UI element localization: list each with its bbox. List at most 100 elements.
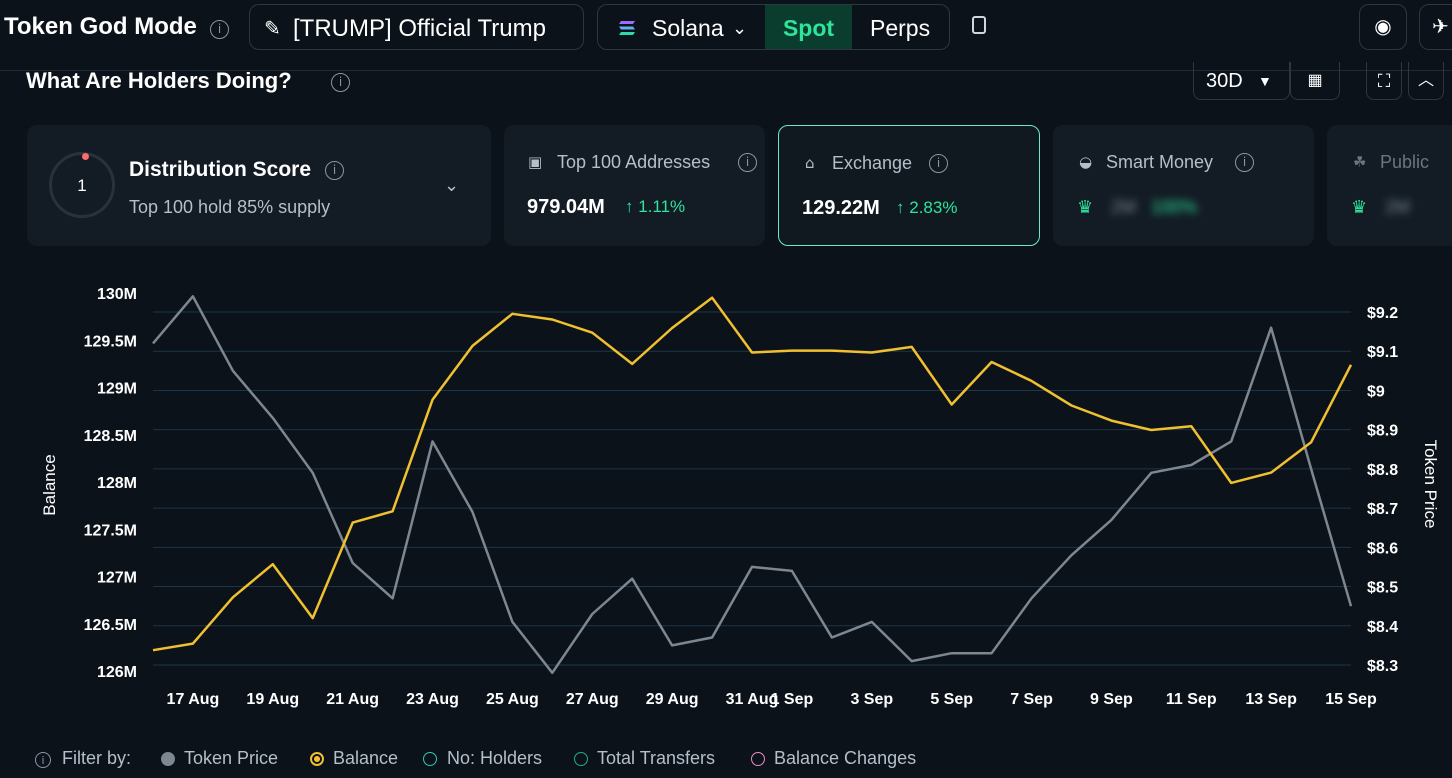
legend-dot-balance-changes[interactable] [751,752,765,766]
period-dropdown[interactable]: 30D ▼ [1193,62,1290,100]
x-tick-label: 31 Aug [726,691,779,708]
x-tick-label: 11 Sep [1166,691,1217,708]
y-right-tick-label: $8.7 [1367,501,1398,518]
chevron-down-icon[interactable]: ⌄ [732,18,748,38]
legend-item-balance-changes[interactable]: Balance Changes [774,748,917,768]
y-left-tick-label: 130M [97,286,137,303]
y-right-tick-label: $8.9 [1367,423,1398,440]
x-tick-label: 25 Aug [486,691,539,708]
legend-item-token-price[interactable]: Token Price [184,748,279,768]
x-tick-label: 23 Aug [406,691,459,708]
token-selector-button[interactable]: ✎ [TRUMP] Official Trump [249,4,584,50]
legend-dot-balance[interactable] [310,752,324,766]
watch-eye-button[interactable]: ◉ [1359,4,1407,50]
exchange-label: Exchange [832,153,913,173]
y-left-tick-label: 127M [97,570,137,587]
x-tick-label: 9 Sep [1090,691,1133,708]
exchange-info-icon[interactable]: i [929,154,948,173]
smart-money-change-locked: 100% [1151,197,1198,217]
x-tick-label: 15 Sep [1325,691,1377,708]
eye-icon: ◉ [1374,16,1392,38]
token-name: [TRUMP] Official Trump [293,15,546,42]
x-tick-label: 3 Sep [850,691,893,708]
distribution-info-icon[interactable]: i [325,161,344,180]
distribution-title: Distribution Score [129,158,312,181]
x-tick-label: 29 Aug [646,691,699,708]
crown-icon: ♛ [1077,197,1094,218]
holders-balance-chart: 126M 126.5M 127M 127.5M 128M 128.5M 129M 129.5M… [40,286,1440,708]
y-axis-label-left: Balance [40,454,59,515]
legend-item-balance[interactable]: Balance [333,748,399,768]
series-line-token-price [152,295,1353,675]
pin-button[interactable]: ✈ [1419,4,1452,50]
y-right-tick-label: $8.5 [1367,580,1398,597]
distribution-subtitle: Top 100 hold 85% supply [129,197,331,217]
x-tick-label: 5 Sep [930,691,973,708]
y-right-tick-label: $8.6 [1367,540,1398,557]
top100-change: ↑ 1.11% [625,197,686,216]
top100-change-value: 1.11% [638,197,686,216]
y-right-tick-label: $8.3 [1367,658,1398,675]
calendar-icon: ▦ [1307,72,1323,89]
smart-money-card[interactable]: ◒ Smart Money i ♛ 2M 100% [1053,125,1314,246]
y-right-tick-label: $9.1 [1367,344,1398,361]
y-left-tick-label: 126.5M [84,617,137,634]
x-tick-label: 7 Sep [1010,691,1053,708]
y-right-tick-label: $8.4 [1367,619,1398,636]
expand-icon: ⛶ [1377,71,1391,91]
pencil-icon: ✎ [264,18,281,40]
y-left-tick-label: 128.5M [84,428,137,445]
top100-info-icon[interactable]: i [738,153,757,172]
legend-dot-transfers[interactable] [574,752,588,766]
section-title: What Are Holders Doing? [26,68,292,93]
chain-dropdown[interactable]: Solana [652,15,724,41]
chart-legend: i Filter by: Token Price Balance No: Hol… [0,744,1452,774]
y-left-tick-label: 129M [97,381,137,398]
legend-dot-token-price[interactable] [161,752,175,766]
calendar-button[interactable]: ▦ [1290,62,1340,100]
distribution-score-card[interactable]: 1 Distribution Score i Top 100 hold 85% … [27,125,491,246]
exchange-change: ↑ 2.83% [896,198,958,217]
top100-label: Top 100 Addresses [557,152,711,172]
public-card[interactable]: ☘ Public ♛ 2M [1327,125,1452,246]
y-axis-label-right: Token Price [1421,440,1440,529]
x-tick-label: 13 Sep [1245,691,1297,708]
chevron-down-icon[interactable]: ⌄ [444,175,460,195]
period-label: 30D [1206,70,1243,92]
top100-card[interactable]: ▣ Top 100 Addresses i 979.04M ↑ 1.11% [504,125,765,246]
series-line-balance [152,296,1353,652]
x-tick-label: 1 Sep [771,691,814,708]
legend-item-transfers[interactable]: Total Transfers [597,748,716,768]
brand-title: Token God Mode [4,13,197,40]
pin-icon: ✈ [1432,16,1449,38]
filter-label: Filter by: [62,748,132,768]
legend-dot-holders[interactable] [423,752,437,766]
exchange-card[interactable]: ⌂ Exchange i 129.22M ↑ 2.83% [778,125,1040,246]
copy-icon[interactable] [972,16,986,34]
filter-info-icon[interactable]: i [35,752,51,768]
smart-money-info-icon[interactable]: i [1235,153,1254,172]
section-info-icon[interactable]: i [331,73,350,92]
exchange-value: 129.22M [802,197,880,219]
top-bar: Token God Mode i ✎ [TRUMP] Official Trum… [0,0,1452,71]
public-value-locked: 2M [1385,197,1411,217]
smart-money-label: Smart Money [1106,152,1214,172]
tab-perps[interactable]: Perps [870,15,931,41]
y-right-tick-label: $9 [1367,383,1385,400]
chart-lines [152,295,1353,675]
score-indicator-dot [82,153,89,160]
x-axis-ticks: 17 Aug 19 Aug 21 Aug 23 Aug 25 Aug 27 Aug 29 A… [167,691,1377,708]
score-value: 1 [77,176,87,195]
right-axis-ticks: $8.3 $8.4 $8.5 $8.6 $8.7 $8.8 $8.9 $9 $9.1 $9.2 [1367,305,1398,675]
y-left-tick-label: 128M [97,475,137,492]
collapse-button[interactable]: ︿ [1408,62,1444,100]
fullscreen-button[interactable]: ⛶ [1366,62,1402,100]
people-icon: ☘ [1353,153,1367,171]
brand-info-icon[interactable]: i [210,20,229,39]
y-left-tick-label: 127.5M [84,522,137,539]
tab-spot[interactable]: Spot [765,5,852,49]
legend-item-holders[interactable]: No: Holders [447,748,543,768]
public-label: Public [1380,152,1430,172]
x-tick-label: 17 Aug [167,691,220,708]
money-icon: ▣ [528,153,543,171]
